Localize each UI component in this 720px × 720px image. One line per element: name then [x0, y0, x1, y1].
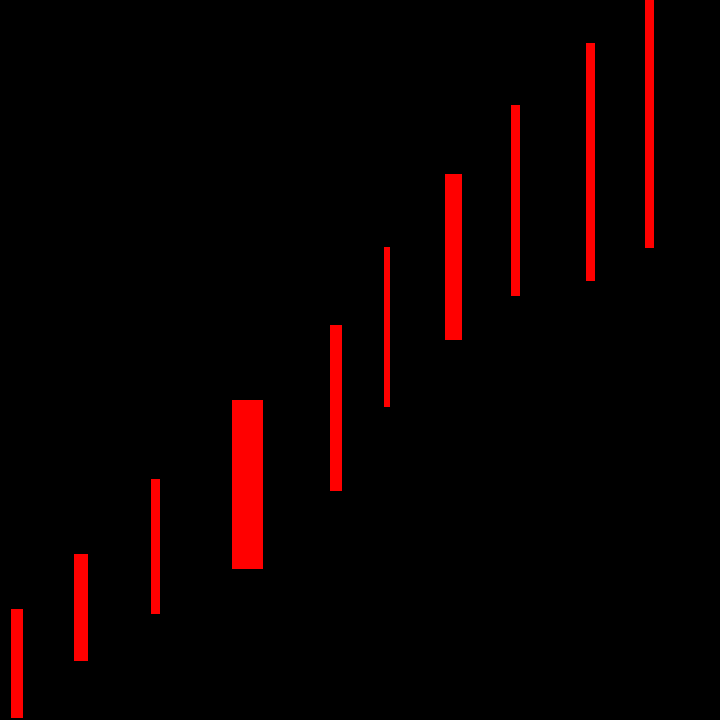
- red-bar-5: [330, 325, 342, 491]
- red-bar-2: [74, 554, 88, 661]
- red-bar-7: [445, 174, 462, 340]
- red-bar-8: [511, 105, 520, 296]
- red-bar-3: [151, 479, 160, 614]
- red-bar-4: [232, 400, 263, 569]
- red-bar-10: [645, 0, 654, 248]
- red-bar-1: [11, 609, 23, 718]
- red-bar-6: [384, 247, 390, 407]
- red-bar-9: [586, 43, 595, 281]
